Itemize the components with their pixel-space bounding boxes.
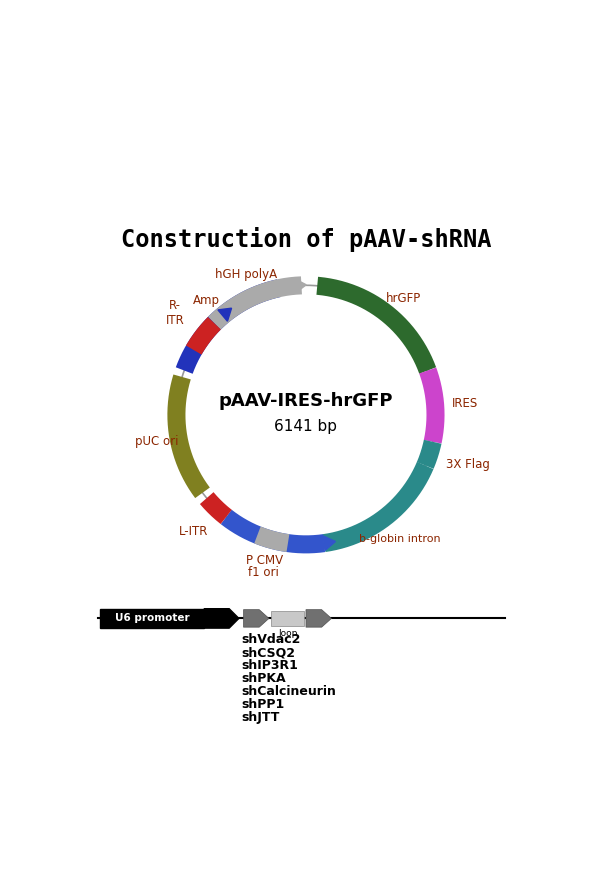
- Text: L-ITR: L-ITR: [179, 525, 208, 537]
- Bar: [271, 611, 304, 626]
- Text: hrGFP: hrGFP: [386, 292, 421, 305]
- Text: P CMV: P CMV: [245, 554, 283, 567]
- Text: b-globin intron: b-globin intron: [359, 534, 441, 544]
- Text: pAAV-IRES-hrGFP: pAAV-IRES-hrGFP: [219, 392, 393, 410]
- Text: 6141 bp: 6141 bp: [275, 418, 337, 434]
- Polygon shape: [294, 278, 306, 293]
- Text: shCSQ2: shCSQ2: [241, 646, 295, 659]
- Text: shPP1: shPP1: [241, 698, 284, 711]
- Text: pUC ori: pUC ori: [135, 434, 179, 448]
- Polygon shape: [376, 303, 390, 315]
- Polygon shape: [306, 610, 331, 627]
- Text: shPKA: shPKA: [241, 672, 286, 685]
- Text: f1 ori: f1 ori: [248, 566, 279, 579]
- Text: Amp: Amp: [193, 294, 220, 307]
- Text: R-
ITR: R- ITR: [166, 299, 184, 327]
- Polygon shape: [218, 308, 232, 322]
- Text: shCalcineurin: shCalcineurin: [241, 685, 336, 698]
- Text: hGH polyA: hGH polyA: [215, 268, 277, 281]
- Polygon shape: [204, 609, 239, 628]
- Text: 3X Flag: 3X Flag: [447, 458, 490, 471]
- Text: Construction of pAAV-shRNA: Construction of pAAV-shRNA: [121, 226, 491, 251]
- Bar: [100, 609, 204, 628]
- Text: IRES: IRES: [452, 397, 478, 411]
- Text: loop: loop: [278, 629, 297, 639]
- Polygon shape: [244, 610, 269, 627]
- Polygon shape: [323, 536, 336, 551]
- Text: shVdac2: shVdac2: [241, 633, 300, 647]
- Text: shIP3R1: shIP3R1: [241, 659, 298, 672]
- Text: shJTT: shJTT: [241, 711, 279, 724]
- Text: U6 promoter: U6 promoter: [115, 613, 189, 624]
